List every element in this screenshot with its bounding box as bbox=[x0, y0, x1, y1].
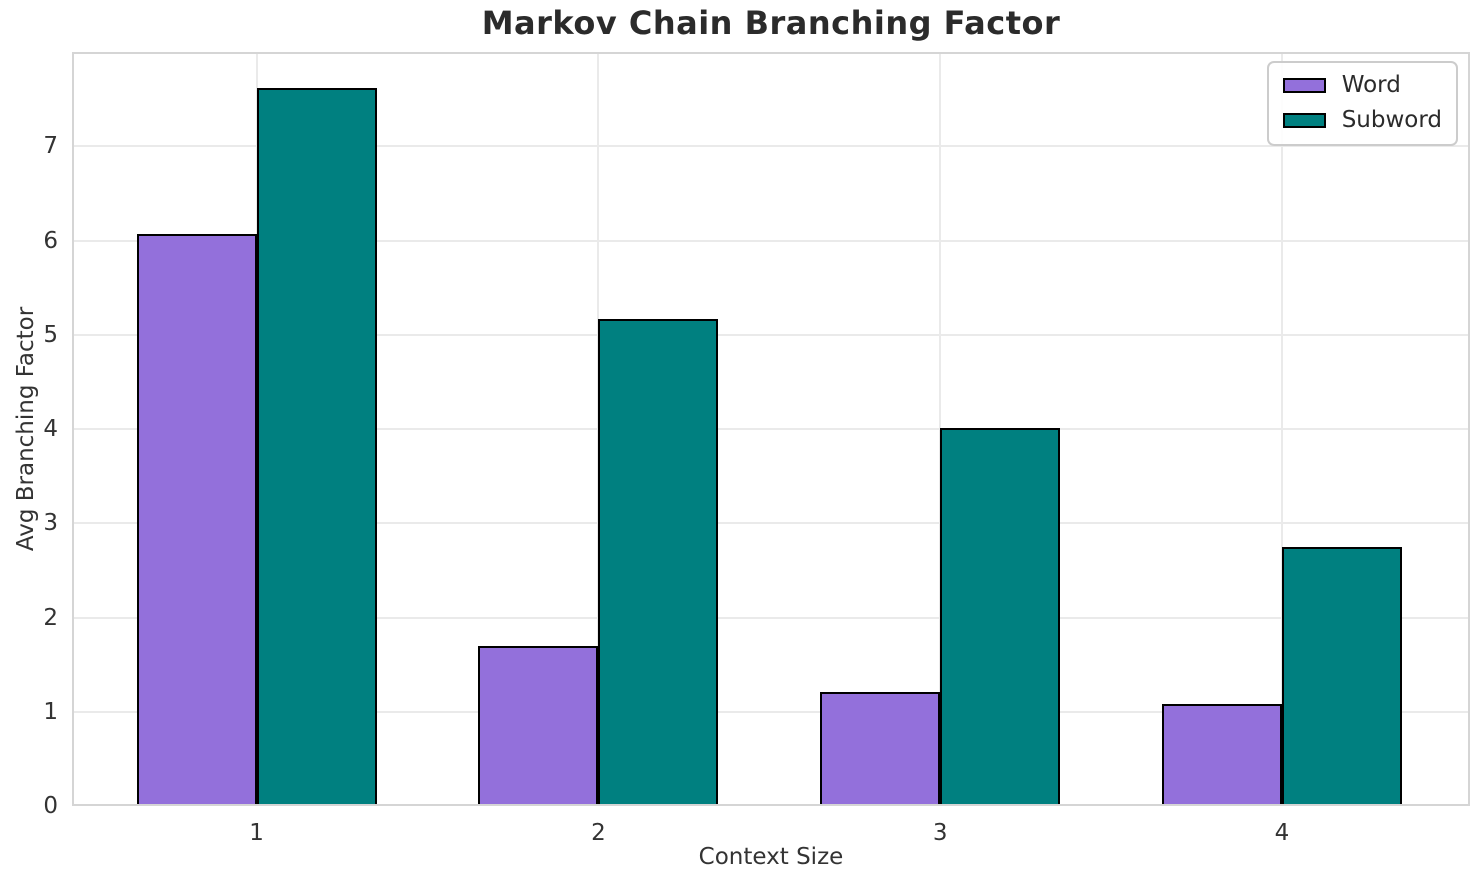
y-tick-label: 3 bbox=[43, 510, 58, 537]
gridline-horizontal bbox=[72, 428, 1470, 430]
gridline-horizontal bbox=[72, 710, 1470, 713]
bar-word-3 bbox=[820, 691, 941, 806]
bar-subword-4 bbox=[1282, 546, 1402, 806]
x-tick-label: 3 bbox=[932, 820, 948, 846]
chart-title: Markov Chain Branching Factor bbox=[481, 4, 1061, 42]
y-tick-label: 7 bbox=[43, 133, 58, 160]
gridline-horizontal bbox=[72, 239, 1470, 242]
x-tick-label: 1 bbox=[249, 820, 264, 846]
x-tick-label: 2 bbox=[591, 820, 606, 846]
gridline-horizontal bbox=[72, 333, 1470, 336]
bar-word-2 bbox=[478, 645, 599, 806]
gridline-horizontal bbox=[72, 522, 1470, 525]
y-tick-label: 2 bbox=[43, 604, 58, 631]
y-tick-label: 4 bbox=[43, 416, 58, 442]
gridline-vertical bbox=[1281, 52, 1283, 806]
gridline-horizontal bbox=[72, 145, 1470, 148]
legend-item-subword: Subword bbox=[1282, 107, 1442, 134]
bar-subword-2 bbox=[598, 318, 719, 806]
legend: Word Subword bbox=[1266, 61, 1458, 146]
y-tick-label: 5 bbox=[43, 321, 58, 348]
bar-word-4 bbox=[1162, 704, 1282, 806]
legend-label-subword: Subword bbox=[1341, 107, 1442, 134]
x-axis-label: Context Size bbox=[698, 844, 844, 870]
y-tick-label: 0 bbox=[43, 793, 58, 819]
y-tick-label: 6 bbox=[43, 227, 58, 254]
x-tick-label: 4 bbox=[1274, 820, 1290, 846]
plot-area: Word Subword bbox=[72, 52, 1470, 806]
bar-subword-3 bbox=[940, 428, 1061, 806]
legend-swatch-subword bbox=[1282, 113, 1326, 129]
legend-item-word: Word bbox=[1282, 72, 1442, 98]
y-tick-label: 1 bbox=[43, 698, 58, 725]
legend-label-word: Word bbox=[1341, 72, 1401, 98]
gridline-horizontal bbox=[72, 616, 1470, 619]
legend-swatch-word bbox=[1282, 78, 1326, 94]
bar-subword-1 bbox=[256, 87, 377, 806]
bar-word-1 bbox=[136, 233, 257, 806]
